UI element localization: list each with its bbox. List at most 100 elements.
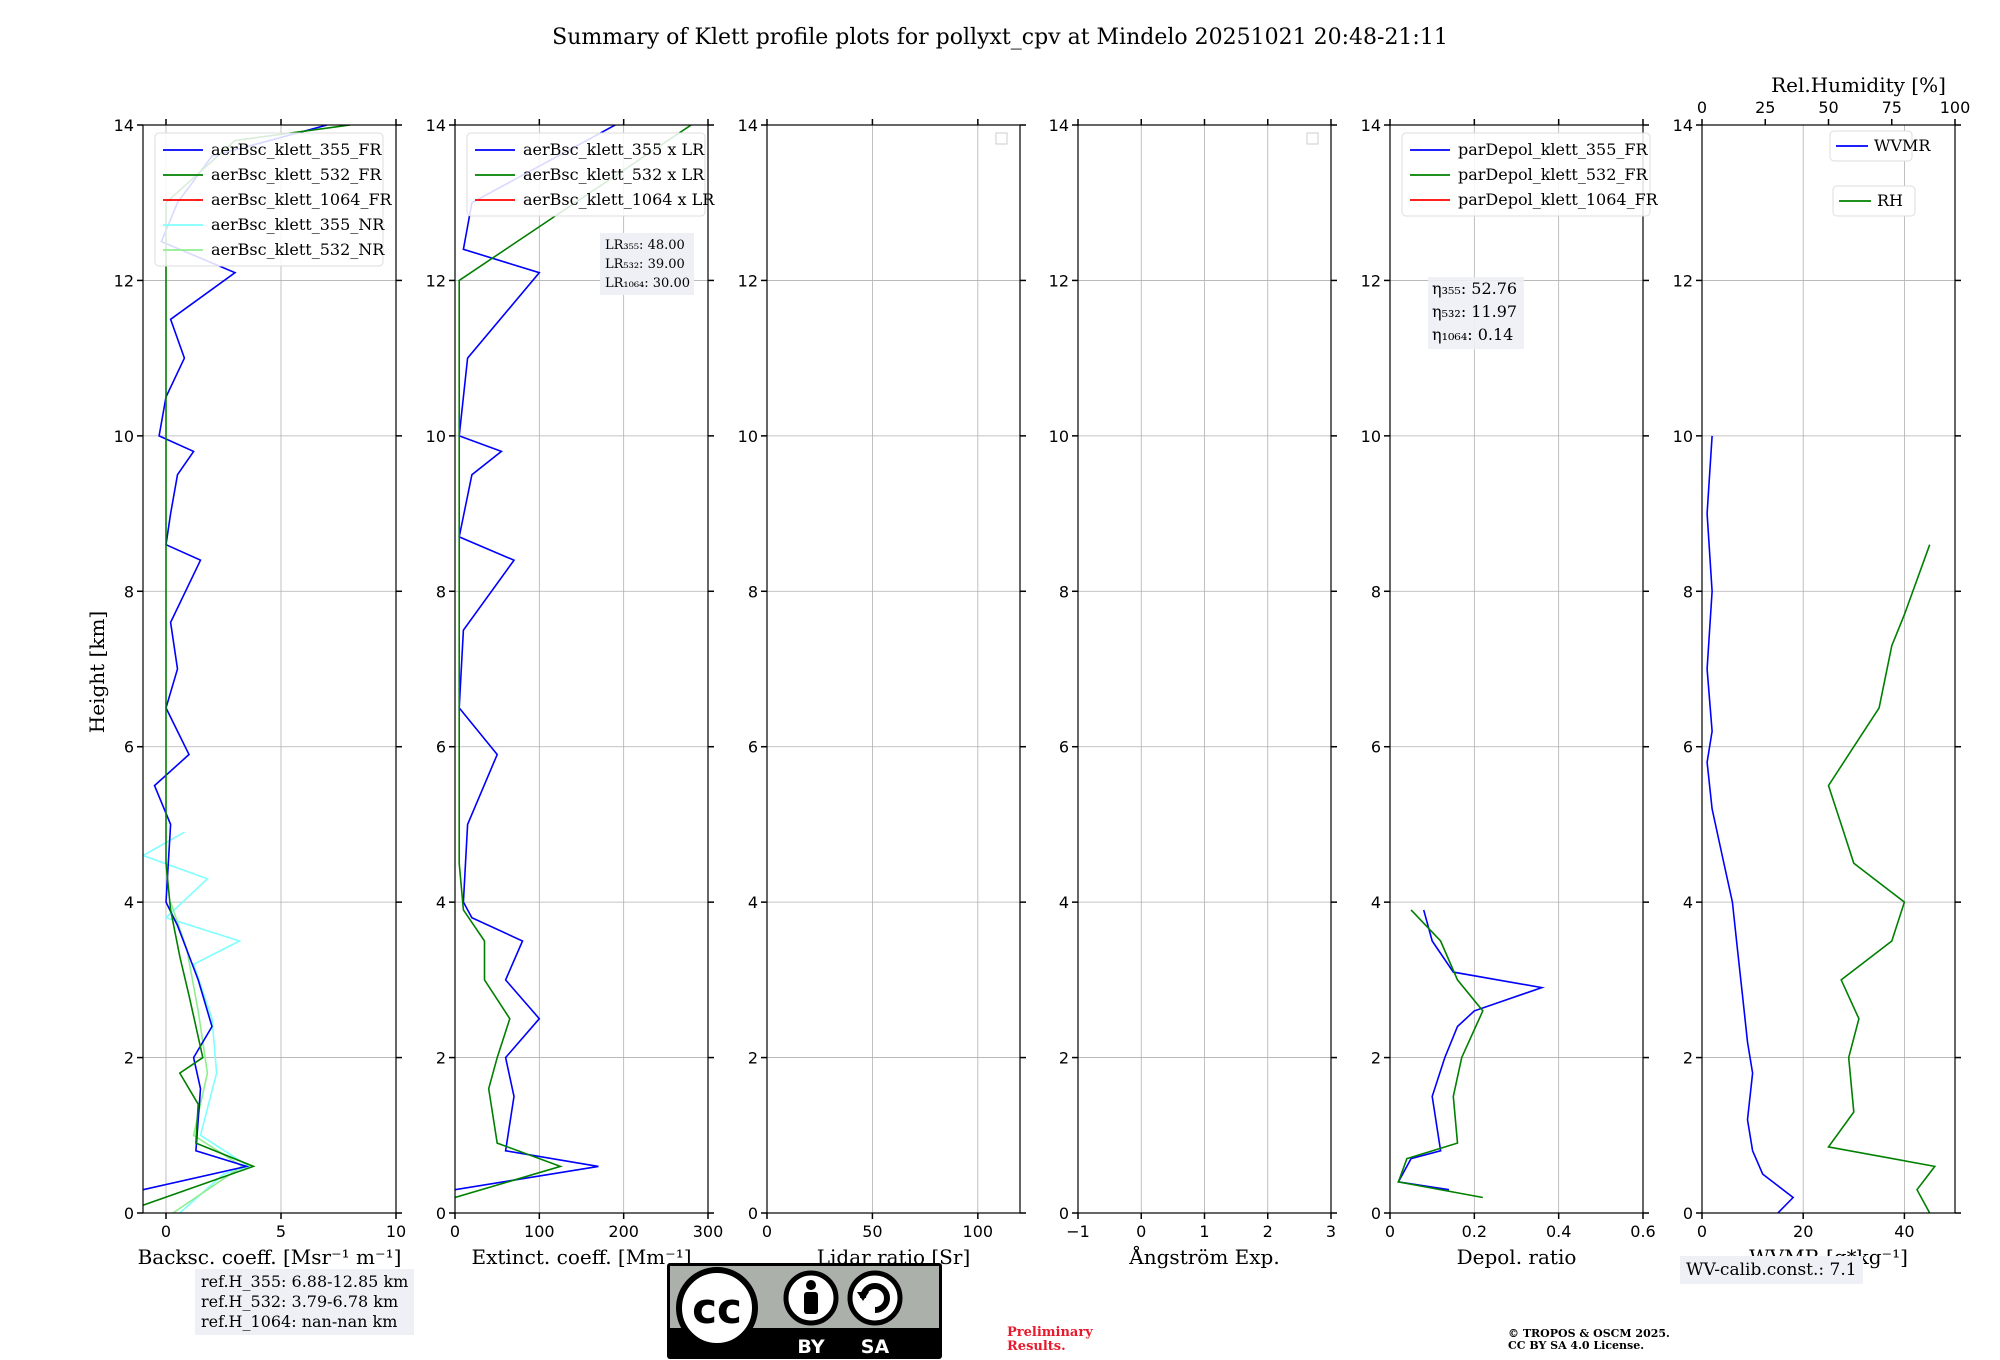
legend-label: aerBsc_klett_355 x LR <box>523 140 705 159</box>
ref-height-355: ref.H_355: 6.88-12.85 km <box>201 1272 409 1291</box>
legend-label: parDepol_klett_355_FR <box>1458 140 1649 159</box>
series-aerBsc_klett_355 x LR <box>455 125 616 1191</box>
x-tick-label: 50 <box>862 1222 882 1241</box>
y-tick-label: 2 <box>1683 1049 1693 1068</box>
y-tick-label: 12 <box>1673 271 1693 290</box>
y-tick-label: 8 <box>124 582 134 601</box>
y-tick-label: 8 <box>748 582 758 601</box>
empty-legend-box <box>995 132 1008 145</box>
y-tick-label: 4 <box>748 893 758 912</box>
eta-label: η₅₃₂: 11.97 <box>1432 302 1517 321</box>
cc-by-text: BY <box>797 1336 824 1358</box>
y-tick-label: 12 <box>1361 271 1381 290</box>
wv-calib-text: WV-calib.const.: 7.1 <box>1686 1260 1857 1280</box>
y-tick-label: 0 <box>1059 1204 1069 1223</box>
x2-tick-label: 75 <box>1882 98 1902 117</box>
lr-label: LR₁₀₆₄: 30.00 <box>605 276 690 291</box>
y-tick-label: 14 <box>738 116 758 135</box>
y-tick-label: 0 <box>436 1204 446 1223</box>
x-tick-label: 20 <box>1793 1222 1813 1241</box>
x-tick-label: 300 <box>693 1222 724 1241</box>
x2-tick-label: 0 <box>1697 98 1707 117</box>
preliminary-line-1: Preliminary <box>1007 1325 1093 1340</box>
series-parDepol_klett_532_FR <box>1397 909 1484 1199</box>
y-tick-label: 0 <box>1371 1204 1381 1223</box>
y-tick-label: 10 <box>426 427 446 446</box>
x-tick-label: 3 <box>1326 1222 1336 1241</box>
y-tick-label: 4 <box>1683 893 1693 912</box>
x-tick-label: 0 <box>161 1222 171 1241</box>
cc-text: cc <box>692 1284 742 1333</box>
lr-label: LR₃₅₅: 48.00 <box>605 238 685 253</box>
x-tick-label: 10 <box>386 1222 406 1241</box>
lr-box <box>600 233 694 295</box>
y-tick-label: 14 <box>426 116 446 135</box>
axes-frame <box>142 124 397 1214</box>
y-tick-label: 12 <box>426 271 446 290</box>
y-tick-label: 10 <box>738 427 758 446</box>
x-tick-label: 0 <box>762 1222 772 1241</box>
y-tick-label: 6 <box>436 738 446 757</box>
y-tick-label: 6 <box>1371 738 1381 757</box>
series-aerBsc_klett_532_NR <box>169 901 244 1213</box>
y-tick-label: 4 <box>436 893 446 912</box>
legend-label: parDepol_klett_1064_FR <box>1458 190 1659 209</box>
y-tick-label: 2 <box>124 1049 134 1068</box>
x-tick-label: 0.6 <box>1630 1222 1655 1241</box>
x-axis-label: Depol. ratio <box>1457 1245 1577 1269</box>
panel-backscatter: 0 2 4 6 8 10 12 14 0 5 10 Backsc. coeff. [Msr⁻¹ m⁻¹… <box>114 116 407 1269</box>
legend-label: aerBsc_klett_355_FR <box>211 140 382 159</box>
axes-frame <box>1389 124 1644 1214</box>
legend-label: aerBsc_klett_355_NR <box>211 215 385 234</box>
preliminary-results: Preliminary Results. <box>1007 1326 1093 1354</box>
y-tick-label: 14 <box>1361 116 1381 135</box>
panel-depol: 0 2 4 6 8 10 12 14 0 0.2 0.4 0.6 Depol. ratio parDepo… <box>1361 116 1659 1269</box>
x-tick-label: 200 <box>608 1222 639 1241</box>
legend-label: WVMR <box>1874 136 1931 155</box>
series-WVMR <box>1706 435 1795 1213</box>
y-tick-label: 4 <box>1059 893 1069 912</box>
series-aerBsc_klett_532_FR <box>143 125 351 1206</box>
y-tick-label: 0 <box>1683 1204 1693 1223</box>
figure-title: Summary of Klett profile plots for polly… <box>552 25 1448 50</box>
x-tick-label: 0.2 <box>1462 1222 1487 1241</box>
x-tick-label: 0 <box>1136 1222 1146 1241</box>
x2-axis-label: Rel.Humidity [%] <box>1771 73 1946 97</box>
copyright-line-2: CC BY SA 4.0 License. <box>1508 1339 1645 1352</box>
x-tick-label: 100 <box>524 1222 555 1241</box>
series-parDepol_klett_355_FR <box>1397 909 1545 1191</box>
y-tick-label: 12 <box>114 271 134 290</box>
axes-frame <box>454 124 709 1214</box>
ref-heights-box: ref.H_355: 6.88-12.85 km ref.H_532: 3.79… <box>195 1269 415 1335</box>
ref-height-1064: ref.H_1064: nan-nan km <box>201 1312 398 1331</box>
x2-tick-label: 25 <box>1755 98 1775 117</box>
panel-wvmr: 0246810121402040WVMR [g*kg⁻¹]0255075100R… <box>1673 73 1971 1269</box>
legend-label: aerBsc_klett_532 x LR <box>523 165 705 184</box>
y-tick-label: 6 <box>1683 738 1693 757</box>
legend-label: aerBsc_klett_1064 x LR <box>523 190 715 209</box>
legend-box <box>1832 185 1916 217</box>
legend-label: parDepol_klett_532_FR <box>1458 165 1649 184</box>
series-aerBsc_klett_355_FR <box>143 125 328 1191</box>
y-tick-label: 12 <box>738 271 758 290</box>
axes-frame <box>1701 124 1956 1214</box>
legend-label: aerBsc_klett_532_FR <box>211 165 382 184</box>
y-tick-label: 8 <box>1059 582 1069 601</box>
x-tick-label: 1 <box>1199 1222 1209 1241</box>
y-tick-label: 6 <box>748 738 758 757</box>
wv-calib-box: WV-calib.const.: 7.1 <box>1680 1256 1863 1284</box>
x2-tick-label: 50 <box>1818 98 1838 117</box>
x-axis-label: Ångström Exp. <box>1128 1244 1279 1269</box>
x-tick-label: 5 <box>276 1222 286 1241</box>
x-tick-label: −1 <box>1066 1222 1090 1241</box>
legend-label: aerBsc_klett_532_NR <box>211 240 385 259</box>
legend-box <box>1401 132 1651 217</box>
y-tick-label: 14 <box>1049 116 1069 135</box>
legend-label: aerBsc_klett_1064_FR <box>211 190 393 209</box>
y-tick-label: 4 <box>124 893 134 912</box>
y-tick-label: 8 <box>1683 582 1693 601</box>
cc-sa-text: SA <box>861 1336 890 1358</box>
